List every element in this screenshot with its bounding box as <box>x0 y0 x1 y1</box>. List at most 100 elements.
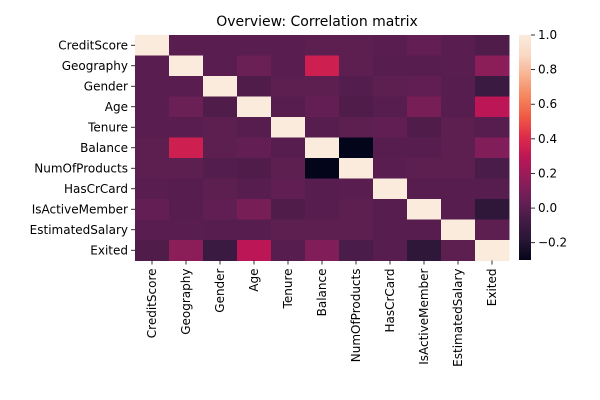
heatmap-cell-10-5 <box>305 240 340 261</box>
heatmap-cell-9-9 <box>441 219 476 241</box>
heatmap-cell-0-4 <box>271 35 306 56</box>
heatmap-cell-3-4 <box>271 96 306 118</box>
y-tick-label: IsActiveMember <box>32 202 128 216</box>
chart-title: Overview: Correlation matrix <box>216 14 418 30</box>
heatmap-cell-5-6 <box>339 137 374 159</box>
heatmap-cell-4-6 <box>339 117 374 138</box>
x-tick-label: EstimatedSalary <box>451 269 465 367</box>
heatmap-cell-1-9 <box>441 55 476 77</box>
heatmap-cell-0-2 <box>203 35 238 56</box>
heatmap-cell-4-7 <box>373 117 408 138</box>
heatmap-cell-1-2 <box>203 55 238 77</box>
heatmap-cell-0-0 <box>135 35 170 56</box>
heatmap-cell-1-0 <box>135 55 170 77</box>
heatmap-cell-0-9 <box>441 35 476 56</box>
heatmap-cell-3-2 <box>203 96 238 118</box>
heatmap-cell-7-3 <box>237 178 272 200</box>
y-tick-label: CreditScore <box>58 38 128 52</box>
heatmap-cell-3-10 <box>475 96 510 118</box>
heatmap-cell-2-6 <box>339 76 374 97</box>
x-tick-label: Exited <box>485 269 499 307</box>
heatmap-cell-8-4 <box>271 199 306 220</box>
heatmap-cell-6-1 <box>169 158 204 179</box>
heatmap-cell-2-7 <box>373 76 408 97</box>
heatmap-cell-2-8 <box>407 76 442 97</box>
heatmap-cell-9-5 <box>305 219 340 241</box>
heatmap-cell-7-8 <box>407 178 442 200</box>
heatmap-cell-10-4 <box>271 240 306 261</box>
heatmap-cell-7-1 <box>169 178 204 200</box>
heatmap-cell-5-5 <box>305 137 340 159</box>
heatmap-cell-10-1 <box>169 240 204 261</box>
y-tick-labels: CreditScore Geography Gender Age Tenure Balan… <box>30 38 135 257</box>
heatmap-cell-2-5 <box>305 76 340 97</box>
heatmap-cell-9-6 <box>339 219 374 241</box>
heatmap-cell-10-6 <box>339 240 374 261</box>
heatmap-cell-3-3 <box>237 96 272 118</box>
heatmap-cell-5-1 <box>169 137 204 159</box>
heatmap-cell-2-2 <box>203 76 238 97</box>
heatmap-cell-2-3 <box>237 76 272 97</box>
heatmap-cell-7-4 <box>271 178 306 200</box>
heatmap-cell-5-0 <box>135 137 170 159</box>
heatmap-cell-7-5 <box>305 178 340 200</box>
heatmap-cell-2-10 <box>475 76 510 97</box>
heatmap-cell-3-1 <box>169 96 204 118</box>
colorbar-tick-label: −0.2 <box>538 236 567 250</box>
heatmap-cell-8-5 <box>305 199 340 220</box>
x-tick-label: HasCrCard <box>383 269 397 333</box>
heatmap-cell-4-8 <box>407 117 442 138</box>
heatmap-cell-10-3 <box>237 240 272 261</box>
heatmap-cell-0-6 <box>339 35 374 56</box>
heatmap-cell-10-2 <box>203 240 238 261</box>
colorbar: −0.2 0.0 0.2 0.4 0.6 0.8 1.0 <box>519 28 567 260</box>
heatmap-cell-2-0 <box>135 76 170 97</box>
heatmap-cell-0-10 <box>475 35 510 56</box>
heatmap-cell-9-7 <box>373 219 408 241</box>
heatmap-cell-1-6 <box>339 55 374 77</box>
heatmap-cell-1-4 <box>271 55 306 77</box>
heatmap-cell-10-8 <box>407 240 442 261</box>
heatmap-cell-6-9 <box>441 158 476 179</box>
heatmap-cell-7-6 <box>339 178 374 200</box>
heatmap-cell-5-8 <box>407 137 442 159</box>
heatmap-cell-8-0 <box>135 199 170 220</box>
heatmap-cell-1-1 <box>169 55 204 77</box>
heatmap-cell-9-0 <box>135 219 170 241</box>
heatmap-cell-0-8 <box>407 35 442 56</box>
heatmap-cell-1-3 <box>237 55 272 77</box>
heatmap-cell-9-3 <box>237 219 272 241</box>
y-tick-label: Age <box>105 100 128 114</box>
heatmap-cell-8-7 <box>373 199 408 220</box>
y-tick-label: NumOfProducts <box>34 161 128 175</box>
heatmap-cell-9-10 <box>475 219 510 241</box>
heatmap-cell-10-9 <box>441 240 476 261</box>
heatmap-cell-0-7 <box>373 35 408 56</box>
y-tick-label: Gender <box>84 79 128 93</box>
heatmap-cell-6-4 <box>271 158 306 179</box>
heatmap-cell-7-2 <box>203 178 238 200</box>
y-tick-label: Geography <box>62 59 128 73</box>
heatmap-cell-5-3 <box>237 137 272 159</box>
heatmap-cell-2-4 <box>271 76 306 97</box>
x-tick-label: Geography <box>179 269 193 335</box>
heatmap-cell-3-0 <box>135 96 170 118</box>
heatmap-cell-8-8 <box>407 199 442 220</box>
colorbar-tick-label: 0.6 <box>538 97 557 111</box>
heatmap-cells <box>135 35 510 261</box>
heatmap-cell-4-3 <box>237 117 272 138</box>
heatmap-cell-4-0 <box>135 117 170 138</box>
heatmap-cell-10-0 <box>135 240 170 261</box>
heatmap-cell-8-10 <box>475 199 510 220</box>
heatmap-cell-6-3 <box>237 158 272 179</box>
heatmap-cell-6-7 <box>373 158 408 179</box>
heatmap-cell-1-10 <box>475 55 510 77</box>
heatmap-cell-10-7 <box>373 240 408 261</box>
heatmap-cell-0-3 <box>237 35 272 56</box>
x-tick-label: Gender <box>213 268 227 312</box>
x-tick-label: Tenure <box>281 269 295 310</box>
heatmap-cell-1-7 <box>373 55 408 77</box>
heatmap-cell-6-8 <box>407 158 442 179</box>
heatmap-cell-5-4 <box>271 137 306 159</box>
heatmap-cell-1-8 <box>407 55 442 77</box>
